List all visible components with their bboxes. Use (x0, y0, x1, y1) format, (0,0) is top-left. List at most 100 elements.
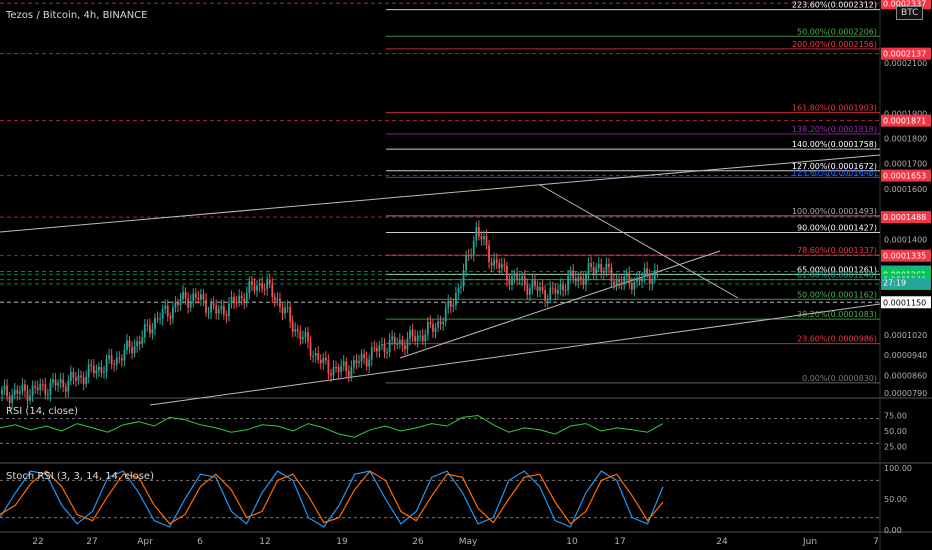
price-axis-tick: 0.0001900 (884, 109, 927, 118)
price-axis-tick: 0.0001600 (884, 185, 927, 194)
candle-body (151, 328, 154, 334)
candle-body (409, 329, 411, 339)
candle-body (590, 263, 592, 267)
price-label-box (881, 296, 931, 309)
price-axis-tick: 0.0001800 (884, 135, 927, 144)
time-axis-tick: May (459, 537, 478, 547)
candle-body (110, 355, 113, 364)
stoch-axis-tick: 50.00 (884, 495, 907, 504)
candle-body (47, 394, 49, 396)
candle-body (8, 396, 11, 403)
candle-body (608, 263, 610, 268)
candle-body (370, 347, 373, 360)
candle-body (286, 306, 289, 308)
candle-body (511, 276, 513, 286)
fib-level-label: 161.80%(0.0001903) (792, 104, 877, 113)
candle-body (64, 386, 67, 392)
trendline (0, 154, 881, 233)
candle-body (230, 296, 233, 304)
candle-body (276, 298, 279, 301)
candle-body (651, 279, 654, 285)
time-axis-tick: 26 (412, 537, 424, 547)
candle-body (154, 318, 156, 329)
candle-body (146, 324, 149, 326)
candle-body (133, 346, 136, 354)
stoch-axis-tick: 0.00 (884, 526, 902, 535)
candle-body (263, 288, 266, 290)
candle-body (31, 385, 34, 396)
candle-body (404, 345, 406, 350)
candle-body (536, 285, 539, 291)
candle-body (100, 367, 103, 373)
candle-body (18, 391, 21, 394)
price-label: 0.0001335 (883, 252, 926, 261)
time-axis-tick: 24 (716, 537, 728, 547)
candle-body (171, 307, 174, 319)
candle-body (447, 300, 450, 309)
candle-body (98, 367, 100, 371)
candle-body (342, 361, 345, 366)
time-axis-tick: 22 (32, 537, 43, 547)
candle-body (452, 304, 455, 307)
candle-body (217, 309, 220, 314)
rsi-axis-tick: 50.00 (884, 427, 907, 436)
candle-body (330, 373, 332, 376)
time-axis-tick: 27 (86, 537, 97, 547)
candle-body (314, 353, 317, 356)
currency-badge[interactable]: BTC (896, 6, 924, 20)
candle-body (284, 307, 286, 314)
candle-body (350, 367, 353, 377)
fib-level-label: 138.20%(0.0001818) (792, 125, 877, 134)
candle-body (475, 227, 478, 241)
candle-body (363, 354, 365, 359)
candle-body (62, 379, 65, 387)
candle-body (207, 312, 210, 314)
candle-body (388, 339, 391, 353)
candle-body (618, 279, 620, 282)
candle-body (577, 276, 580, 282)
candle-body (184, 291, 187, 299)
candle-body (248, 281, 251, 294)
candle-body (319, 359, 322, 364)
candle-body (253, 284, 256, 291)
candle-body (534, 280, 536, 286)
candle-body (258, 283, 261, 286)
candle-body (633, 281, 636, 290)
candle-body (572, 270, 575, 279)
candle-body (508, 279, 511, 286)
candle-body (75, 377, 77, 381)
candle-body (521, 276, 524, 280)
candle-body (562, 284, 564, 290)
candle-body (6, 385, 8, 397)
candle-body (182, 291, 184, 300)
candle-body (312, 355, 314, 357)
candle-body (136, 341, 139, 347)
price-label-box (881, 249, 931, 262)
candle-body (200, 294, 202, 300)
candle-body (36, 387, 39, 391)
candle-body (406, 338, 409, 350)
price-axis-tick: 0.0000860 (884, 371, 927, 380)
candle-body (623, 276, 626, 285)
price-label-box (881, 169, 931, 182)
candle-body (77, 375, 80, 381)
candle-body (416, 335, 419, 342)
price-label: 0.0002337 (883, 0, 926, 8)
fib-level-label: 38.20%(0.0001083) (797, 310, 877, 319)
candle-body (245, 293, 248, 304)
candle-body (472, 240, 475, 256)
price-axis-tick: 0.0001020 (884, 331, 927, 340)
candle-body (3, 385, 6, 390)
candle-body (115, 357, 118, 365)
fib-level-label: 50.00%(0.0001162) (797, 290, 877, 299)
candle-body (24, 384, 26, 391)
time-axis-tick: 10 (566, 537, 578, 547)
fib-level-label: 78.60%(0.0001337) (797, 246, 877, 255)
candle-body (67, 380, 70, 392)
candle-body (506, 265, 508, 280)
candle-body (582, 279, 585, 285)
candle-body (488, 245, 490, 263)
candle-body (29, 395, 31, 401)
price-axis-tick: 0.0000940 (884, 351, 927, 360)
